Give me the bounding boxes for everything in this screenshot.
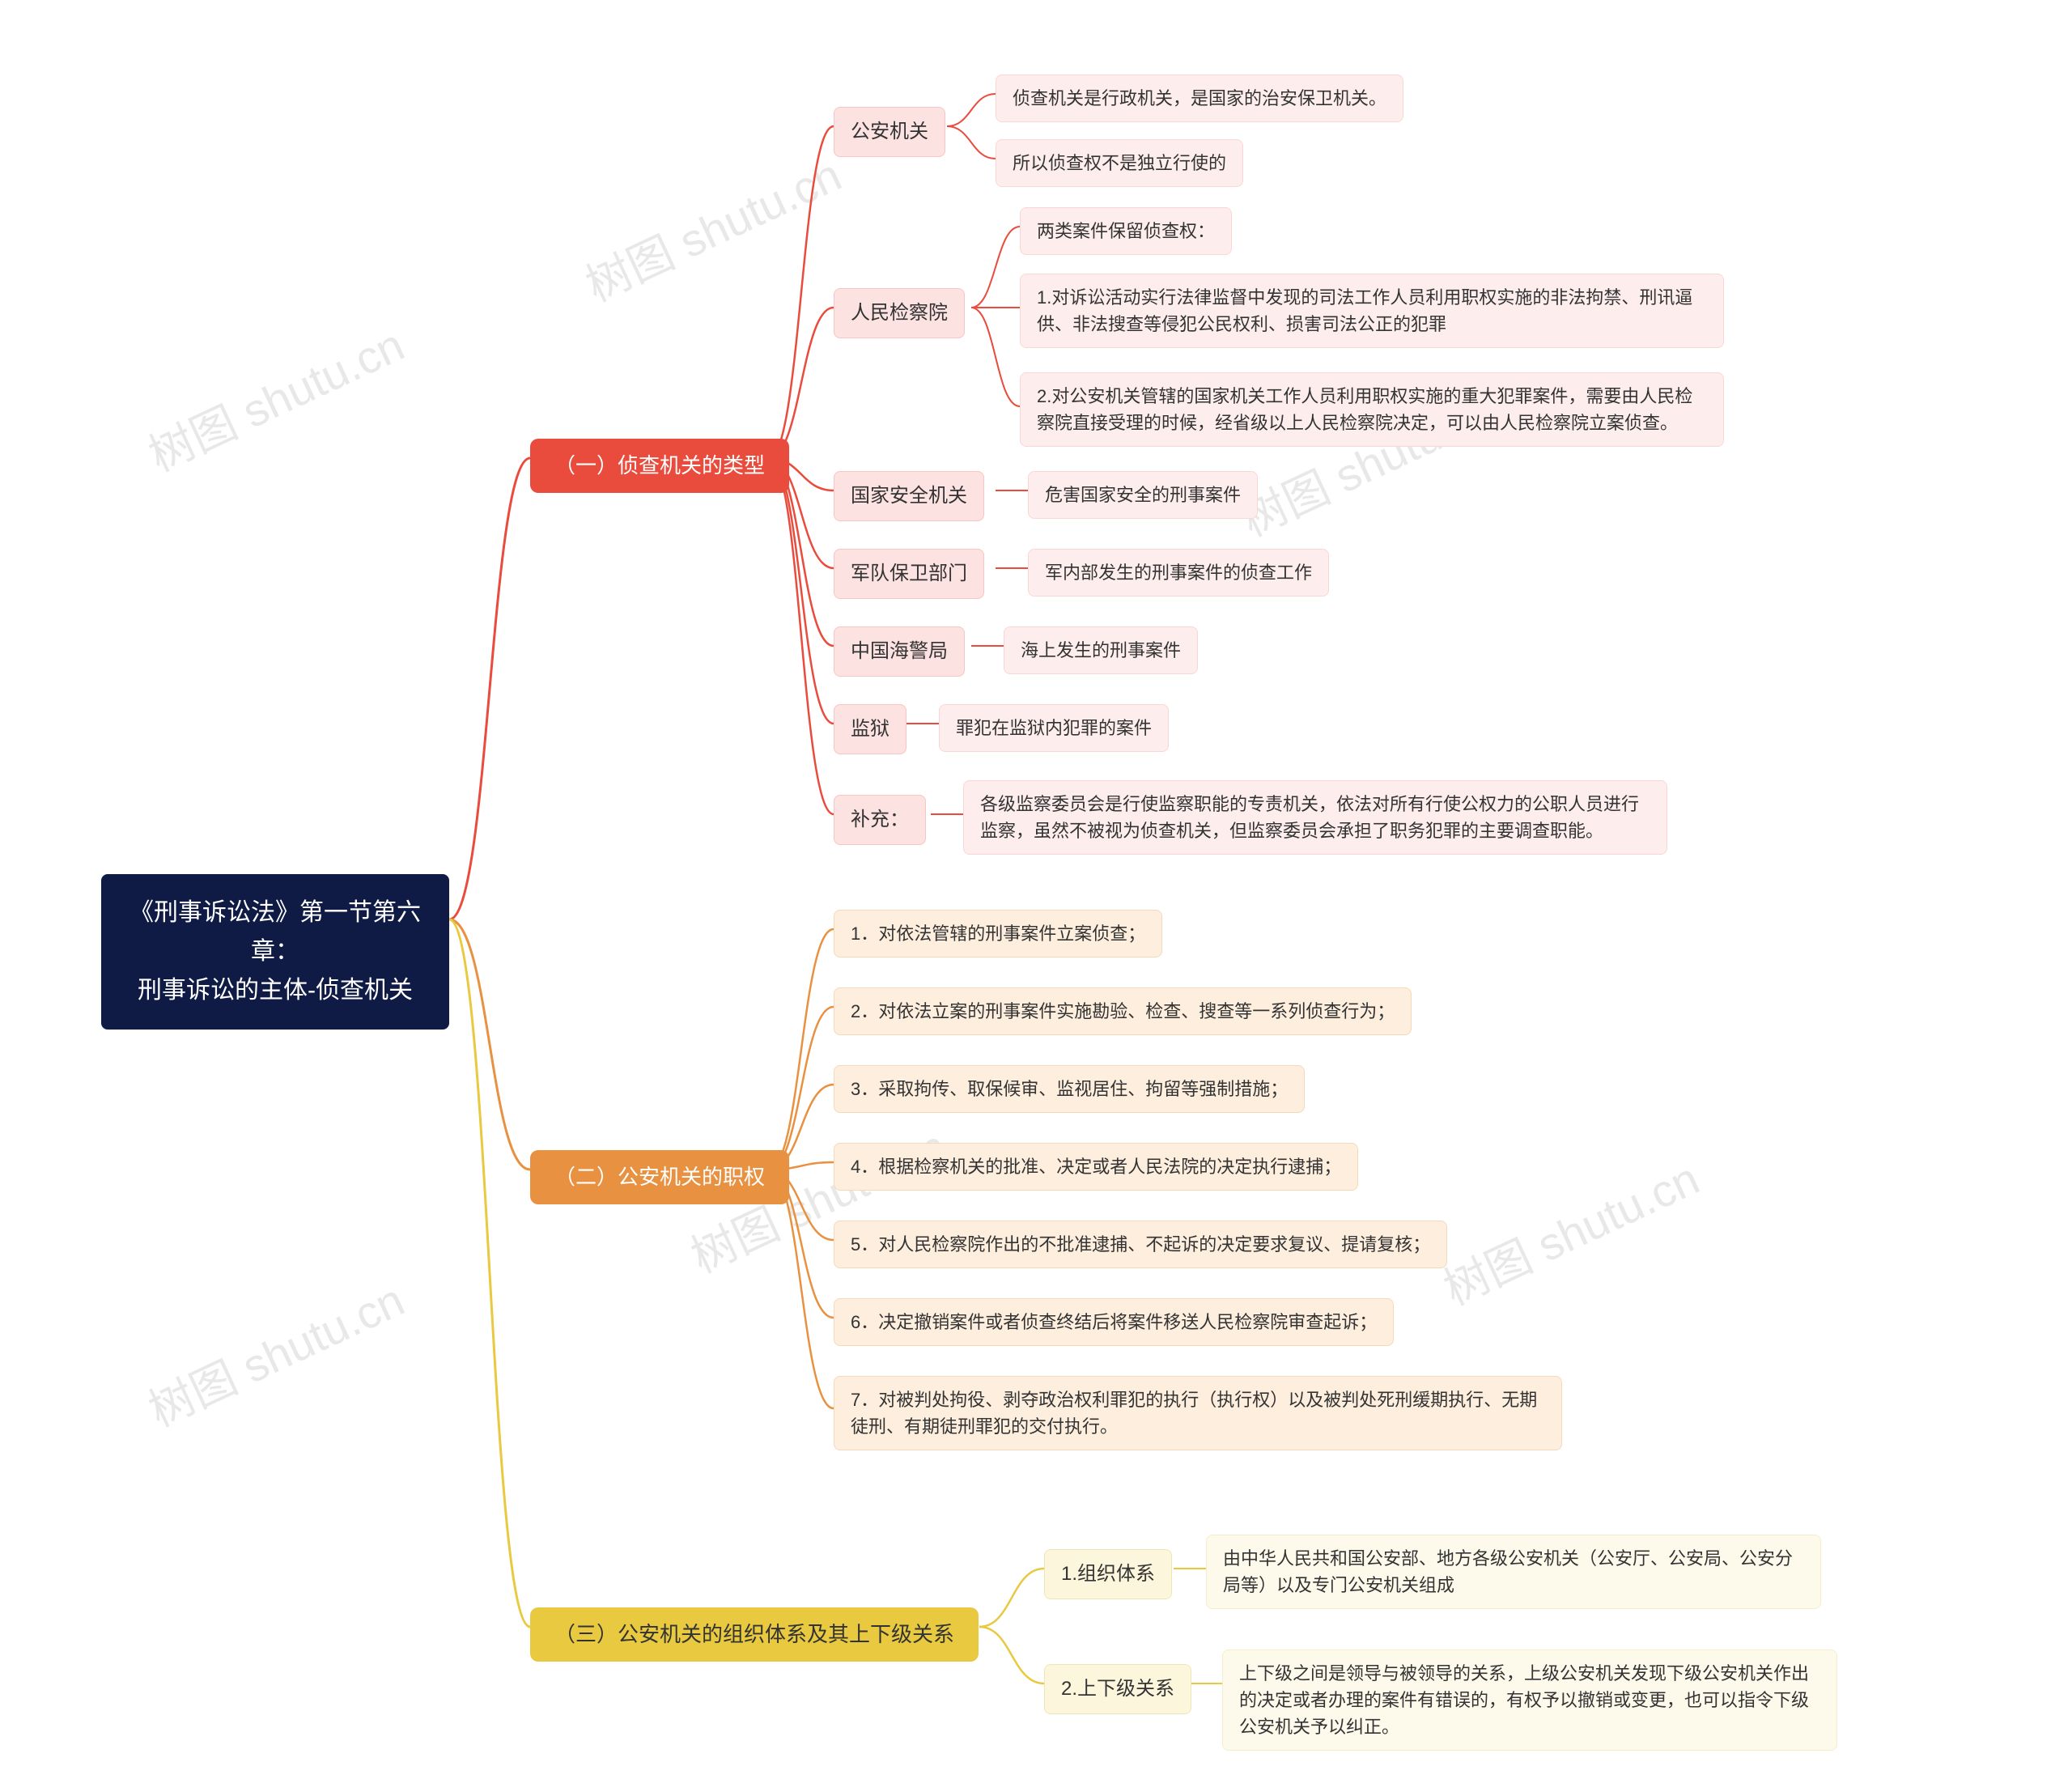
leaf-cg-1: 海上发生的刑事案件 <box>1004 626 1198 674</box>
leaf-ps-2: 所以侦查权不是独立行使的 <box>996 139 1243 187</box>
branch-public-security-powers: （二）公安机关的职权 <box>530 1150 789 1204</box>
node-procuratorate: 人民检察院 <box>834 288 965 338</box>
root-node: 《刑事诉讼法》第一节第六章：刑事诉讼的主体-侦查机关 <box>101 874 449 1030</box>
branch-investigation-agency-types: （一）侦查机关的类型 <box>530 439 789 493</box>
leaf-pow-7: 7．对被判处拘役、剥夺政治权利罪犯的执行（执行权）以及被判处死刑缓期执行、无期徒… <box>834 1376 1562 1450</box>
leaf-pow-1: 1．对依法管辖的刑事案件立案侦查； <box>834 910 1162 957</box>
leaf-supp-1: 各级监察委员会是行使监察职能的专责机关，依法对所有行使公权力的公职人员进行监察，… <box>963 780 1667 855</box>
node-military-security: 军队保卫部门 <box>834 549 984 599</box>
watermark: 树图 shutu.cn <box>574 139 851 315</box>
node-public-security: 公安机关 <box>834 107 945 157</box>
leaf-ss-1: 危害国家安全的刑事案件 <box>1028 471 1258 519</box>
node-prison: 监狱 <box>834 704 906 754</box>
leaf-proc-1: 两类案件保留侦查权： <box>1020 207 1232 255</box>
leaf-prison-1: 罪犯在监狱内犯罪的案件 <box>939 704 1169 752</box>
watermark: 树图 shutu.cn <box>137 1264 414 1440</box>
node-state-security: 国家安全机关 <box>834 471 984 521</box>
leaf-proc-3: 2.对公安机关管辖的国家机关工作人员利用职权实施的重大犯罪案件，需要由人民检察院… <box>1020 372 1724 447</box>
node-org-system: 1.组织体系 <box>1044 1549 1172 1599</box>
leaf-mil-1: 军内部发生的刑事案件的侦查工作 <box>1028 549 1329 597</box>
leaf-pow-3: 3．采取拘传、取保候审、监视居住、拘留等强制措施； <box>834 1065 1305 1113</box>
leaf-pow-6: 6．决定撤销案件或者侦查终结后将案件移送人民检察院审查起诉； <box>834 1298 1394 1346</box>
leaf-pow-4: 4．根据检察机关的批准、决定或者人民法院的决定执行逮捕； <box>834 1143 1358 1191</box>
leaf-proc-2: 1.对诉讼活动实行法律监督中发现的司法工作人员利用职权实施的非法拘禁、刑讯逼供、… <box>1020 274 1724 348</box>
leaf-ps-1: 侦查机关是行政机关，是国家的治安保卫机关。 <box>996 74 1403 122</box>
leaf-org-1: 由中华人民共和国公安部、地方各级公安机关（公安厅、公安局、公安分局等）以及专门公… <box>1206 1535 1821 1609</box>
leaf-hier-1: 上下级之间是领导与被领导的关系，上级公安机关发现下级公安机关作出的决定或者办理的… <box>1222 1650 1837 1751</box>
leaf-pow-2: 2．对依法立案的刑事案件实施勘验、检查、搜查等一系列侦查行为； <box>834 987 1412 1035</box>
node-hierarchy: 2.上下级关系 <box>1044 1664 1191 1714</box>
node-coast-guard: 中国海警局 <box>834 626 965 677</box>
node-supplement: 补充： <box>834 795 926 845</box>
branch-org-structure: （三）公安机关的组织体系及其上下级关系 <box>530 1607 979 1662</box>
watermark: 树图 shutu.cn <box>137 309 414 485</box>
watermark: 树图 shutu.cn <box>1432 1143 1709 1318</box>
leaf-pow-5: 5．对人民检察院作出的不批准逮捕、不起诉的决定要求复议、提请复核； <box>834 1221 1447 1268</box>
